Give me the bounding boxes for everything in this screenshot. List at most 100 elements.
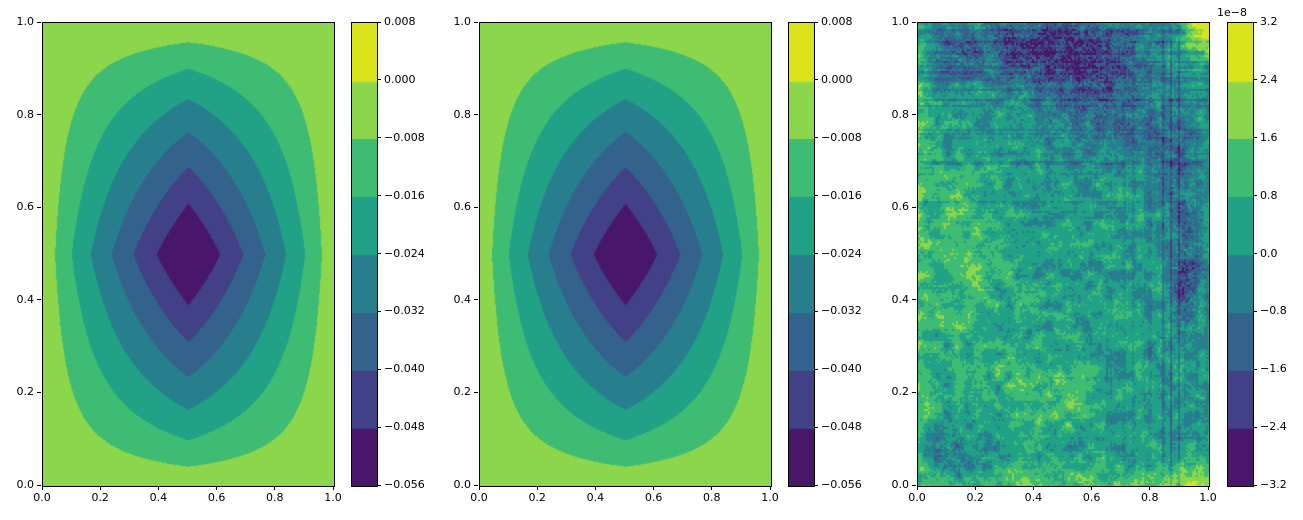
- y-tick-label: 0.6: [16, 200, 35, 214]
- y-tick-mark: [37, 114, 41, 116]
- colorbar-tick-label: 3.2: [1260, 15, 1278, 28]
- x-tick-mark: [1032, 486, 1034, 490]
- colorbar-tick-label: 0.000: [821, 72, 853, 86]
- colorbar-tick-mark: [814, 310, 818, 312]
- colorbar-tick-mark: [377, 195, 381, 197]
- x-tick-label: 0.0: [33, 491, 51, 504]
- colorbar-tick-label: −0.032: [384, 304, 425, 318]
- x-tick-label: 0.6: [644, 491, 663, 504]
- colorbar-tick-mark: [1253, 137, 1257, 139]
- x-tick-label: 0.4: [586, 491, 605, 504]
- colorbar-tick-label: −0.008: [384, 130, 425, 144]
- y-tick-mark: [37, 206, 41, 208]
- y-tick-label: 1.0: [453, 15, 472, 28]
- y-tick-mark: [912, 484, 916, 486]
- colorbar-tick-label: −0.040: [384, 362, 425, 376]
- colorbar-tick-mark: [814, 426, 818, 428]
- colorbar-tick-mark: [377, 310, 381, 312]
- contour-plot-canvas-1: [43, 23, 334, 486]
- axes-solution-1: [42, 22, 335, 487]
- y-tick-label: 0.0: [891, 478, 910, 491]
- x-tick-mark: [157, 486, 159, 490]
- colorbar-tick-mark: [814, 484, 818, 486]
- y-tick-mark: [912, 206, 916, 208]
- error-heatmap-canvas: [918, 23, 1209, 486]
- x-tick-label: 0.0: [908, 491, 926, 504]
- axes-error: [917, 22, 1210, 487]
- colorbar-tick-mark: [1253, 195, 1257, 197]
- colorbar-tick-label: 0.8: [1260, 188, 1278, 202]
- x-tick-mark: [99, 486, 101, 490]
- y-tick-label: 1.0: [16, 15, 35, 28]
- x-tick-mark: [974, 486, 976, 490]
- colorbar-tick-label: 0.008: [384, 15, 416, 28]
- x-tick-mark: [478, 486, 480, 490]
- colorbar-1: [351, 22, 378, 487]
- y-tick-mark: [37, 21, 41, 23]
- x-tick-mark: [332, 486, 334, 490]
- x-tick-label: 0.4: [1024, 491, 1043, 504]
- y-tick-label: 0.6: [891, 200, 910, 214]
- colorbar-tick-mark: [814, 368, 818, 370]
- colorbar-tick-label: −0.8: [1260, 304, 1287, 318]
- colorbar-tick-label: −0.056: [384, 478, 425, 491]
- y-tick-mark: [37, 484, 41, 486]
- colorbar-tick-label: −0.040: [821, 362, 862, 376]
- y-tick-label: 0.2: [891, 385, 910, 399]
- colorbar-canvas-1: [352, 23, 377, 486]
- y-tick-mark: [474, 114, 478, 116]
- x-tick-mark: [653, 486, 655, 490]
- colorbar-tick-mark: [1253, 426, 1257, 428]
- y-tick-mark: [474, 299, 478, 301]
- colorbar-tick-mark: [1253, 253, 1257, 254]
- colorbar-tick-mark: [377, 426, 381, 428]
- x-tick-mark: [41, 486, 43, 490]
- x-tick-mark: [1149, 486, 1151, 490]
- colorbar-2: [788, 22, 815, 487]
- colorbar-tick-mark: [1253, 79, 1257, 81]
- y-tick-label: 0.0: [453, 478, 472, 491]
- colorbar-3: [1227, 22, 1254, 487]
- x-tick-mark: [594, 486, 596, 490]
- colorbar-tick-label: −0.024: [821, 246, 862, 260]
- contour-plot-canvas-2: [480, 23, 771, 486]
- colorbar-tick-label: −0.048: [821, 420, 862, 434]
- x-tick-mark: [536, 486, 538, 490]
- y-tick-label: 0.4: [891, 292, 910, 306]
- y-tick-label: 1.0: [891, 15, 910, 28]
- y-tick-label: 0.8: [16, 107, 35, 121]
- y-tick-label: 0.8: [891, 107, 910, 121]
- colorbar-tick-label: 0.008: [821, 15, 853, 28]
- x-tick-mark: [711, 486, 713, 490]
- y-tick-mark: [474, 21, 478, 23]
- y-tick-mark: [912, 114, 916, 116]
- x-tick-label: 0.4: [149, 491, 168, 504]
- colorbar-tick-mark: [814, 21, 818, 23]
- colorbar-tick-label: −0.008: [821, 130, 862, 144]
- axes-solution-2: [479, 22, 772, 487]
- x-tick-label: 0.2: [528, 491, 546, 504]
- x-tick-label: 0.6: [207, 491, 226, 504]
- y-tick-mark: [474, 391, 478, 393]
- colorbar-tick-mark: [377, 137, 381, 139]
- y-tick-label: 0.4: [16, 292, 35, 306]
- y-tick-mark: [912, 21, 916, 23]
- x-tick-label: 0.2: [91, 491, 109, 504]
- x-tick-label: 0.8: [1141, 491, 1159, 504]
- colorbar-tick-mark: [377, 484, 381, 486]
- x-tick-label: 0.6: [1082, 491, 1101, 504]
- x-tick-mark: [1091, 486, 1093, 490]
- colorbar-tick-label: −0.016: [384, 188, 425, 202]
- colorbar-tick-mark: [377, 21, 381, 23]
- x-tick-label: 0.0: [470, 491, 488, 504]
- x-tick-label: 0.2: [966, 491, 984, 504]
- x-tick-label: 1.0: [761, 491, 779, 504]
- colorbar-tick-mark: [377, 368, 381, 370]
- colorbar-tick-mark: [1253, 368, 1257, 370]
- colorbar-tick-mark: [377, 79, 381, 81]
- colorbar-tick-mark: [814, 253, 818, 254]
- x-tick-label: 0.8: [703, 491, 721, 504]
- y-tick-mark: [474, 484, 478, 486]
- colorbar-canvas-3: [1228, 23, 1253, 486]
- colorbar-tick-label: −3.2: [1260, 478, 1287, 491]
